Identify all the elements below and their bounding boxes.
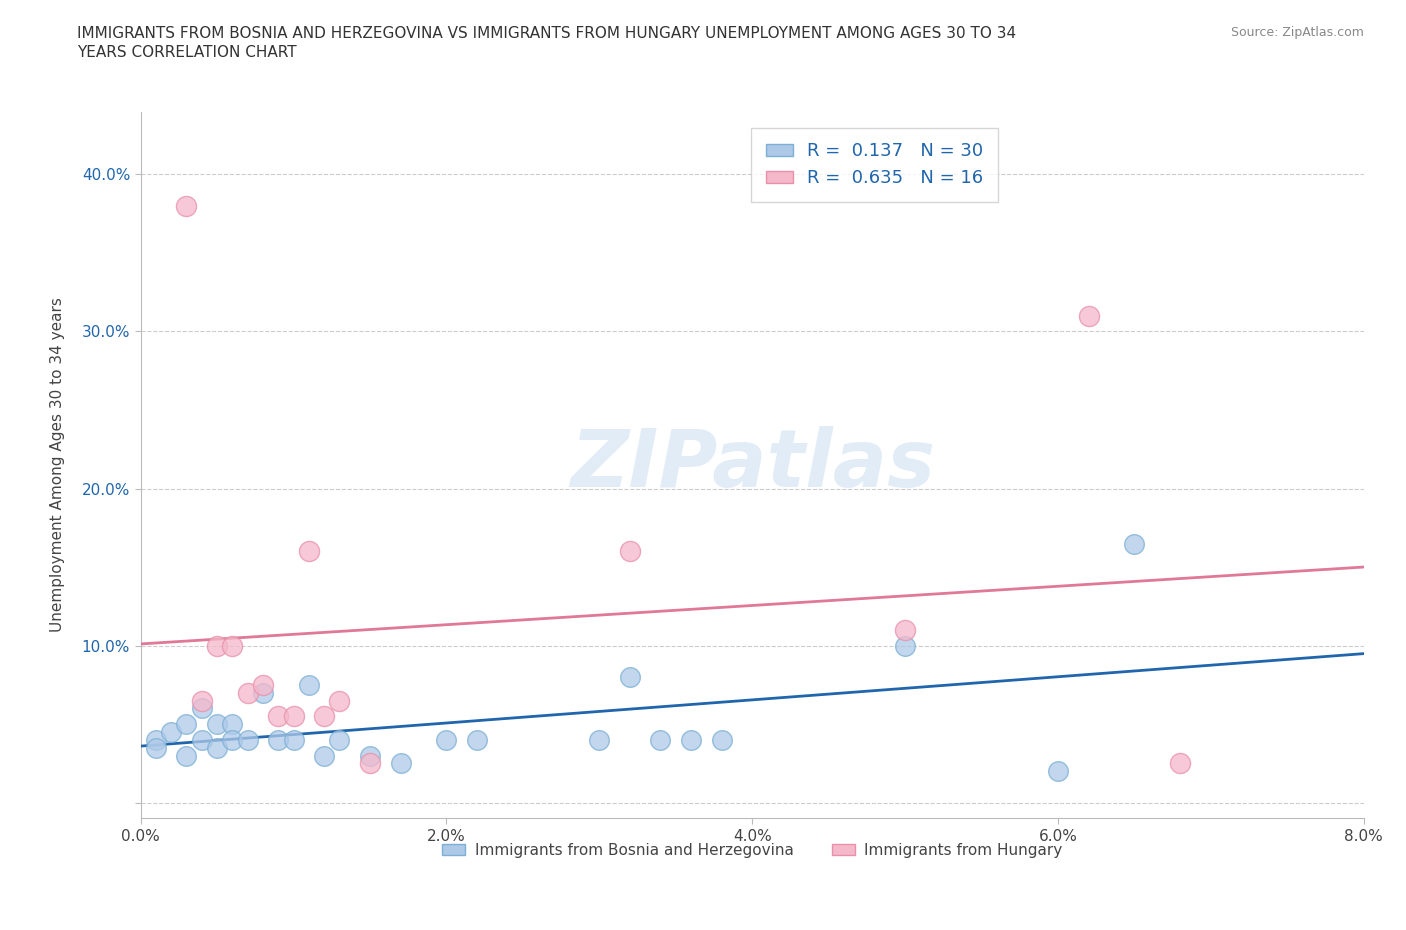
Point [283, 709, 305, 724]
Point [588, 733, 610, 748]
Point [389, 756, 412, 771]
Point [267, 709, 290, 724]
Point [145, 740, 167, 755]
Point [191, 693, 214, 708]
Point [176, 198, 198, 213]
Point [328, 733, 350, 748]
Point [267, 733, 290, 748]
Text: IMMIGRANTS FROM BOSNIA AND HERZEGOVINA VS IMMIGRANTS FROM HUNGARY UNEMPLOYMENT A: IMMIGRANTS FROM BOSNIA AND HERZEGOVINA V… [77, 26, 1017, 41]
Point [160, 724, 183, 739]
Point [236, 733, 259, 748]
Point [236, 685, 259, 700]
Point [176, 748, 198, 763]
Point [221, 733, 243, 748]
Point [1170, 756, 1192, 771]
Point [1077, 309, 1099, 324]
Point [359, 748, 381, 763]
Text: YEARS CORRELATION CHART: YEARS CORRELATION CHART [77, 45, 297, 60]
Point [205, 638, 228, 653]
Point [1123, 536, 1146, 551]
Point [283, 733, 305, 748]
Point [205, 740, 228, 755]
Point [465, 733, 488, 748]
Legend: Immigrants from Bosnia and Herzegovina, Immigrants from Hungary: Immigrants from Bosnia and Herzegovina, … [436, 837, 1069, 864]
Y-axis label: Unemployment Among Ages 30 to 34 years: Unemployment Among Ages 30 to 34 years [51, 298, 65, 632]
Point [145, 733, 167, 748]
Point [221, 638, 243, 653]
Point [681, 733, 703, 748]
Point [176, 717, 198, 732]
Point [252, 685, 274, 700]
Point [619, 670, 641, 684]
Text: ZIPatlas: ZIPatlas [569, 426, 935, 504]
Text: Source: ZipAtlas.com: Source: ZipAtlas.com [1230, 26, 1364, 39]
Point [1046, 764, 1069, 778]
Point [359, 756, 381, 771]
Point [298, 544, 321, 559]
Point [619, 544, 641, 559]
Point [710, 733, 733, 748]
Point [650, 733, 672, 748]
Point [191, 733, 214, 748]
Point [252, 677, 274, 692]
Point [221, 717, 243, 732]
Point [205, 717, 228, 732]
Point [894, 622, 917, 637]
Point [191, 701, 214, 716]
Point [312, 748, 335, 763]
Point [894, 638, 917, 653]
Point [328, 693, 350, 708]
Point [312, 709, 335, 724]
Point [298, 677, 321, 692]
Point [436, 733, 458, 748]
